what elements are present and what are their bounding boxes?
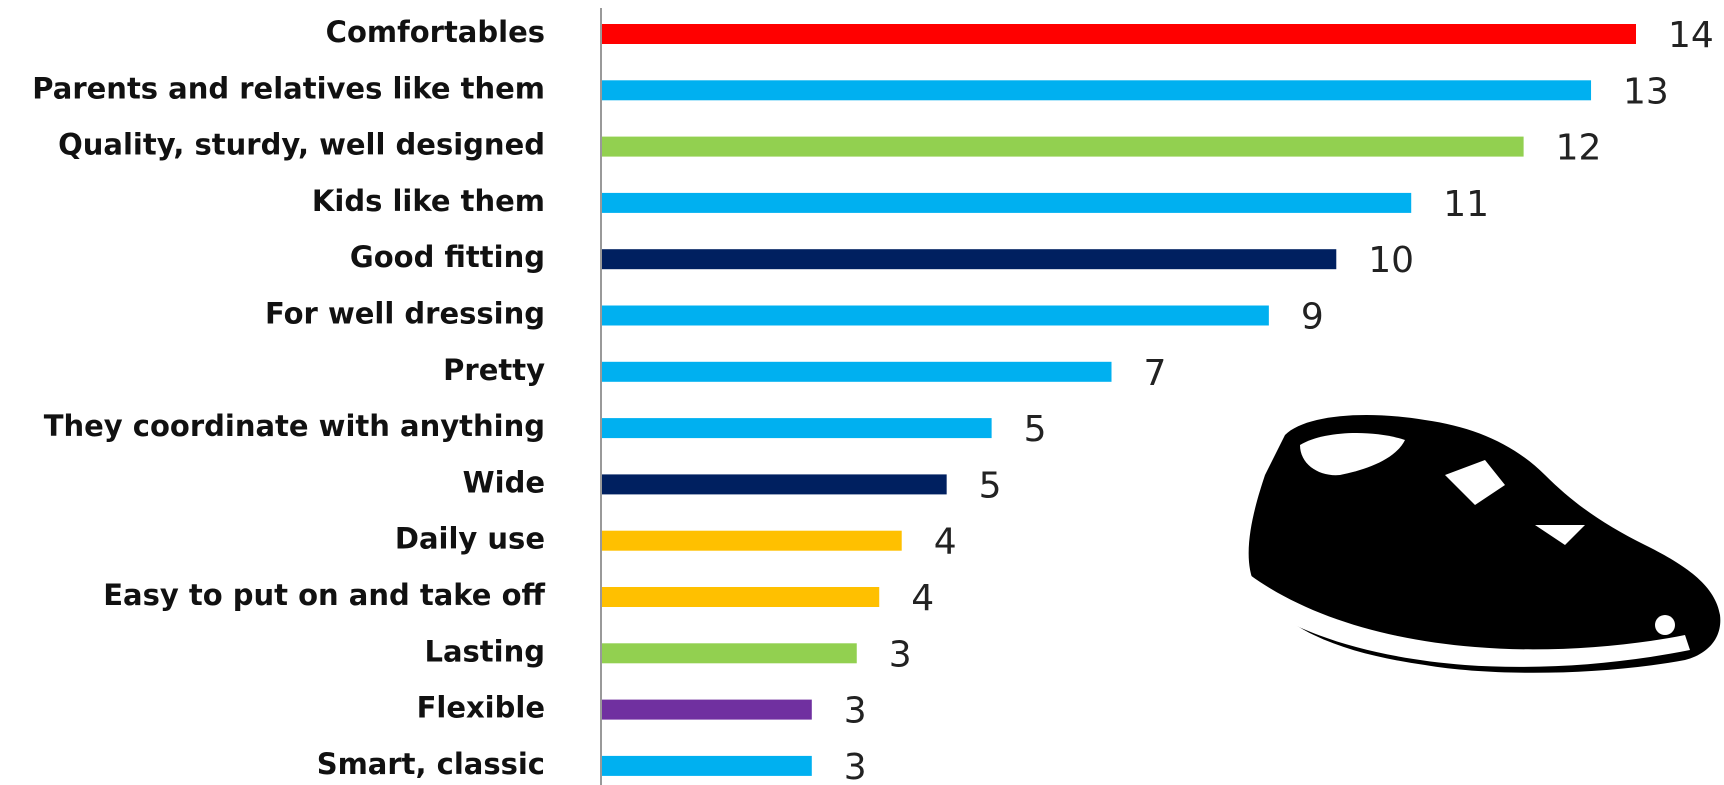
value-label: 4 — [934, 522, 957, 563]
bar — [602, 249, 1337, 270]
value-label: 10 — [1368, 240, 1414, 281]
bar — [602, 699, 812, 720]
bar — [602, 587, 880, 607]
value-label: 12 — [1556, 128, 1602, 169]
category-label: Flexible — [417, 691, 545, 725]
value-label: 13 — [1623, 71, 1669, 112]
category-label: Easy to put on and take off — [103, 578, 545, 612]
bar — [602, 418, 992, 439]
value-label: 3 — [889, 634, 912, 675]
bar — [602, 361, 1112, 382]
category-label: Quality, sturdy, well designed — [58, 128, 545, 162]
category-label: Pretty — [443, 353, 545, 387]
bar — [602, 643, 857, 664]
category-label: For well dressing — [265, 297, 545, 331]
value-label: 5 — [1024, 409, 1047, 450]
category-label: Smart, classic — [317, 747, 545, 781]
bar — [602, 474, 947, 495]
value-label: 7 — [1144, 353, 1167, 394]
category-label: Comfortables — [326, 15, 545, 49]
value-label: 11 — [1443, 184, 1489, 225]
category-label: Daily use — [395, 522, 545, 556]
value-label: 4 — [911, 578, 934, 619]
value-label: 14 — [1668, 15, 1714, 56]
value-label: 3 — [844, 747, 867, 785]
shoe-illustration — [1245, 415, 1721, 673]
bar — [602, 755, 812, 776]
bar — [602, 24, 1636, 44]
bar — [602, 136, 1524, 157]
category-label: Parents and relatives like them — [32, 71, 545, 105]
value-label: 9 — [1301, 297, 1324, 338]
bar — [602, 530, 902, 551]
value-label: 5 — [979, 465, 1002, 506]
category-label: They coordinate with anything — [44, 409, 545, 443]
bar — [602, 80, 1592, 101]
category-label: Good fitting — [350, 240, 545, 274]
category-label: Wide — [463, 465, 545, 499]
bar — [602, 305, 1269, 326]
bar — [602, 192, 1412, 213]
category-label: Lasting — [424, 634, 545, 668]
category-label: Kids like them — [312, 184, 545, 218]
value-label: 3 — [844, 691, 867, 732]
